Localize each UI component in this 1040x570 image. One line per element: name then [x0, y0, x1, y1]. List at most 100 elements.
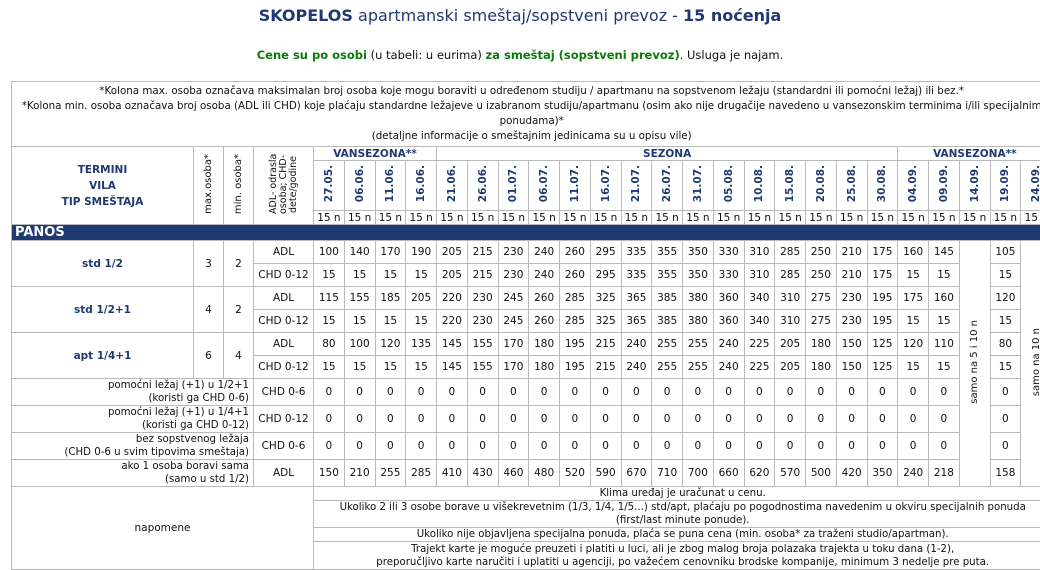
- price-cell: 0: [467, 433, 498, 460]
- price-cell: 710: [652, 460, 683, 487]
- price-cell: 275: [806, 310, 837, 333]
- nights-cell: 15 n: [560, 211, 591, 225]
- date-header: 30.08.: [867, 161, 898, 211]
- price-cell: 215: [467, 264, 498, 287]
- price-cell: 100: [344, 333, 375, 356]
- nights-cell: 15 n: [437, 211, 468, 225]
- napomene-label: napomene: [12, 487, 314, 570]
- price-cell: 15: [929, 356, 960, 379]
- nights-cell: 15 n: [621, 211, 652, 225]
- price-cell: 15: [314, 356, 345, 379]
- price-cell: 0: [375, 379, 406, 406]
- date-header: 20.08.: [806, 161, 837, 211]
- price-cell: 0: [590, 379, 621, 406]
- price-cell: 250: [806, 264, 837, 287]
- price-cell: 0: [713, 406, 744, 433]
- price-cell: 230: [836, 310, 867, 333]
- price-cell: 145: [437, 356, 468, 379]
- price-cell: 0: [437, 433, 468, 460]
- min-persons: 2: [224, 241, 254, 287]
- price-cell: 310: [775, 287, 806, 310]
- price-cell: 210: [836, 241, 867, 264]
- price-cell: 170: [498, 333, 529, 356]
- room-type: std 1/2+1: [12, 287, 194, 333]
- nights-cell: 15 n: [498, 211, 529, 225]
- price-cell: 255: [683, 333, 714, 356]
- price-cell: 15: [406, 264, 437, 287]
- price-cell: 0: [467, 379, 498, 406]
- price-cell: 0: [775, 433, 806, 460]
- price-cell: 260: [529, 287, 560, 310]
- price-cell: 0: [344, 433, 375, 460]
- price-cell: 125: [867, 333, 898, 356]
- date-header: 26.07.: [652, 161, 683, 211]
- price-cell: 15: [375, 356, 406, 379]
- nights-cell: 15 n: [990, 211, 1021, 225]
- price-cell: 0: [898, 379, 929, 406]
- date-header: 06.07.: [529, 161, 560, 211]
- price-cell: 140: [344, 241, 375, 264]
- price-cell: 385: [652, 287, 683, 310]
- price-cell: 230: [498, 264, 529, 287]
- price-cell: 355: [652, 241, 683, 264]
- price-cell: 230: [467, 287, 498, 310]
- date-header: 16.07.: [590, 161, 621, 211]
- extra-desc: ako 1 osoba boravi sama(samo u std 1/2): [12, 460, 254, 487]
- price-cell: 225: [744, 333, 775, 356]
- note-14-09: samo na 5 i 10 n: [959, 241, 990, 487]
- title-desc: apartmanski smeštaj/sopstveni prevoz -: [358, 6, 683, 25]
- price-cell: 240: [529, 241, 560, 264]
- price-cell: 620: [744, 460, 775, 487]
- price-cell: 570: [775, 460, 806, 487]
- date-header: 26.06.: [467, 161, 498, 211]
- price-cell: 295: [590, 264, 621, 287]
- price-cell: 245: [498, 310, 529, 333]
- price-cell: 15: [929, 310, 960, 333]
- price-cell: 0: [683, 379, 714, 406]
- price-cell: 590: [590, 460, 621, 487]
- price-cell: 0: [406, 379, 437, 406]
- price-cell: 205: [437, 264, 468, 287]
- price-cell: 380: [683, 310, 714, 333]
- price-cell: 215: [590, 333, 621, 356]
- price-cell: 0: [498, 433, 529, 460]
- price-cell: 285: [406, 460, 437, 487]
- price-cell: 155: [467, 333, 498, 356]
- price-cell: 330: [713, 241, 744, 264]
- price-cell: 310: [744, 241, 775, 264]
- page-title: SKOPELOS apartmanski smeštaj/sopstveni p…: [0, 6, 1040, 25]
- price-cell: 285: [775, 241, 806, 264]
- footnote: Ukoliko nije objavljena specijalna ponud…: [314, 528, 1040, 542]
- nights-cell: 15 n: [529, 211, 560, 225]
- person-type: CHD 0-12: [254, 356, 314, 379]
- nights-cell: 15 n: [344, 211, 375, 225]
- nights-cell: 15 n: [713, 211, 744, 225]
- room-type: std 1/2: [12, 241, 194, 287]
- price-cell: 225: [744, 356, 775, 379]
- price-cell: 0: [621, 406, 652, 433]
- price-cell: 285: [560, 310, 591, 333]
- subtitle-part4: . Usluga je najam.: [680, 48, 784, 62]
- price-cell: 310: [744, 264, 775, 287]
- nights-cell: 15 n: [467, 211, 498, 225]
- min-persons: 4: [224, 333, 254, 379]
- price-cell: 250: [806, 241, 837, 264]
- price-cell: 260: [560, 264, 591, 287]
- price-cell: 120: [898, 333, 929, 356]
- price-cell: 218: [929, 460, 960, 487]
- price-cell: 15: [314, 310, 345, 333]
- date-header: 01.07.: [498, 161, 529, 211]
- price-cell: 80: [990, 333, 1021, 356]
- person-type: ADL: [254, 460, 314, 487]
- price-cell: 220: [437, 310, 468, 333]
- price-cell: 0: [806, 379, 837, 406]
- price-cell: 80: [314, 333, 345, 356]
- price-cell: 180: [529, 356, 560, 379]
- title-destination: SKOPELOS: [259, 6, 353, 25]
- price-cell: 205: [437, 241, 468, 264]
- price-cell: 420: [836, 460, 867, 487]
- header-termini-label: TERMINI: [12, 162, 193, 178]
- price-cell: 0: [344, 379, 375, 406]
- price-cell: 480: [529, 460, 560, 487]
- price-cell: 0: [498, 379, 529, 406]
